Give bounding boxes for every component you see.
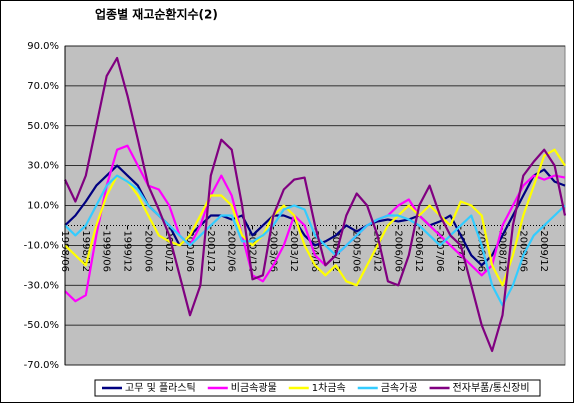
y-tick-label: -50.0%: [24, 320, 59, 331]
y-tick-label: -30.0%: [24, 280, 59, 291]
y-tick-label: 70.0%: [27, 81, 59, 92]
series-line: [64, 56, 567, 353]
y-tick-label: 90.0%: [27, 41, 59, 52]
x-tick-label: 2000/06: [142, 230, 153, 272]
series-line: [64, 148, 566, 287]
x-tick-label: 2001/06: [184, 230, 195, 272]
y-tick-label: -70.0%: [24, 360, 59, 371]
x-tick-label: 2002/06: [226, 230, 237, 272]
legend-label: 비금속광물: [231, 382, 277, 394]
legend-label: 1차금속: [312, 382, 346, 394]
x-tick-label: 2006/06: [392, 230, 403, 272]
x-tick-label: 2003/06: [267, 230, 278, 272]
y-tick-label: 30.0%: [27, 161, 59, 172]
chart-title: 업종별 재고순환지수(2): [95, 7, 218, 22]
x-tick-label: 2005/12: [372, 230, 383, 272]
x-tick-label: 2005/06: [351, 230, 362, 272]
x-tick-label: 2007/06: [434, 230, 445, 272]
x-tick-label: 1999/12: [122, 230, 133, 272]
y-tick-label: -10.0%: [24, 240, 59, 251]
y-tick-label: 10.0%: [27, 201, 59, 212]
x-tick-label: 2007/12: [455, 230, 466, 272]
legend-label: 금속가공: [381, 382, 418, 394]
x-tick-label: 2008/06: [476, 230, 487, 272]
x-tick-label: 2008/12: [497, 230, 508, 272]
x-tick-label: 2004/12: [330, 230, 341, 272]
x-tick-label: 2001/12: [205, 230, 216, 272]
legend-box: [94, 379, 541, 397]
legend-label: 전자부품/통신장비: [453, 382, 530, 394]
x-tick-label: 2009/06: [517, 230, 528, 272]
x-tick-label: 2006/12: [413, 230, 424, 272]
x-tick-label: 2009/12: [538, 230, 549, 272]
series-line: [64, 174, 566, 307]
legend-label: 고무 및 플라스틱: [125, 382, 196, 394]
x-tick-label: 1998/12: [80, 230, 91, 272]
x-tick-label: 2000/12: [163, 230, 174, 272]
y-tick-label: 50.0%: [27, 121, 59, 132]
x-tick-label: 2002/12: [247, 230, 258, 272]
x-tick-label: 2003/12: [288, 230, 299, 272]
x-tick-label: 1999/06: [101, 230, 112, 272]
